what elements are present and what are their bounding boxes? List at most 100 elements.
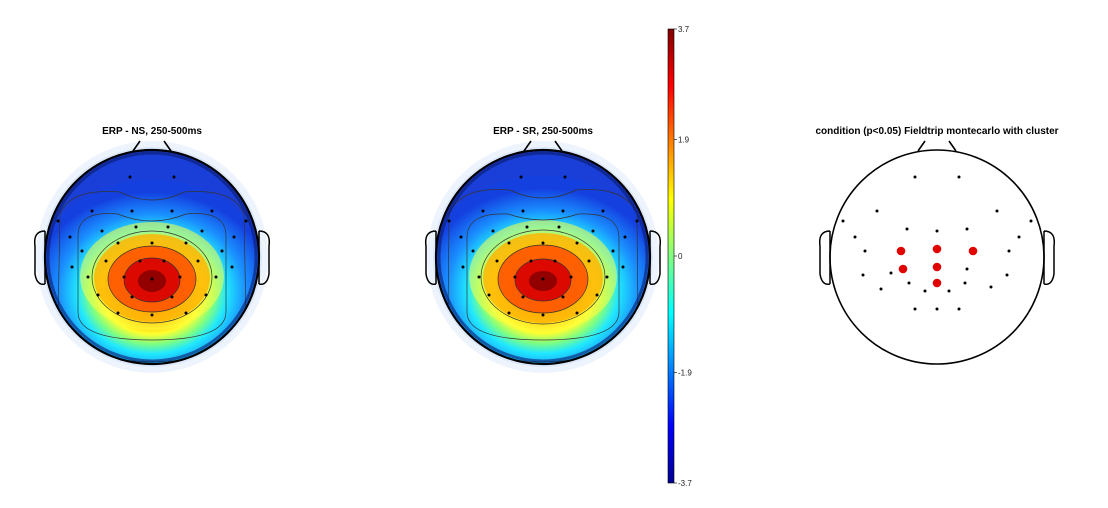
electrode-marker	[889, 271, 893, 275]
topoplot-cluster: condition (p<0.05) Fieldtrip montecarlo …	[815, 126, 1059, 365]
electrode-marker	[957, 175, 961, 179]
electrode-marker	[913, 175, 917, 179]
electrode-marker	[128, 175, 132, 179]
electrode-marker	[995, 209, 999, 213]
significant-electrode-marker	[932, 262, 942, 272]
right-ear	[649, 230, 662, 286]
electrode-marker	[611, 249, 615, 253]
electrode-marker	[166, 225, 170, 229]
electrode-marker	[965, 227, 969, 231]
significant-electrode-marker	[968, 246, 978, 256]
electrode-marker	[557, 225, 561, 229]
colorbar-tick-label: -1.9	[678, 369, 692, 378]
electrode-marker	[989, 285, 993, 289]
colorbar-tick-label: 3.7	[678, 25, 690, 34]
electrode-marker	[595, 293, 599, 297]
electrode-marker	[170, 209, 174, 213]
electrode-marker	[138, 259, 142, 263]
electrode-marker	[481, 209, 485, 213]
electrode-marker	[541, 241, 545, 245]
electrode-marker	[591, 229, 595, 233]
electrode-marker	[68, 235, 72, 239]
electrode-marker	[220, 249, 224, 253]
colorbar-tick-label: 1.9	[678, 135, 690, 144]
electrode-marker	[563, 175, 567, 179]
electrode-marker	[1029, 219, 1033, 223]
electrode-marker	[232, 235, 236, 239]
electrode-marker	[863, 249, 867, 253]
significant-electrode-marker	[898, 264, 908, 274]
electrode-marker	[1017, 235, 1021, 239]
electrode-marker	[491, 229, 495, 233]
electrode-marker	[861, 273, 865, 277]
right-ear	[258, 230, 271, 286]
nose	[132, 140, 172, 152]
electrode-marker	[214, 275, 218, 279]
electrode-marker	[204, 293, 208, 297]
electrode-marker	[525, 225, 529, 229]
electrode-marker	[495, 259, 499, 263]
left-ear	[818, 230, 831, 286]
electrode-marker	[935, 229, 939, 233]
significant-electrode-marker	[932, 278, 942, 288]
electrode-marker	[1007, 249, 1011, 253]
electrode-marker	[541, 277, 545, 281]
colorbar: 3.7 1.9 0 -1.9 -3.7	[667, 25, 692, 488]
electrode-marker	[957, 307, 961, 311]
electrode-marker	[86, 275, 90, 279]
electrode-marker	[519, 175, 523, 179]
electrode-marker	[605, 275, 609, 279]
electrodes-ns	[56, 175, 248, 317]
electrode-marker	[70, 265, 74, 269]
electrode-marker	[90, 209, 94, 213]
title-cluster: condition (p<0.05) Fieldtrip montecarlo …	[815, 126, 1058, 137]
electrode-marker	[461, 265, 465, 269]
electrode-marker	[80, 249, 84, 253]
electrode-marker	[477, 275, 481, 279]
head-outline	[829, 149, 1045, 365]
electrode-marker	[529, 259, 533, 263]
electrode-marker	[134, 225, 138, 229]
electrode-marker	[841, 219, 845, 223]
electrode-marker	[150, 277, 154, 281]
electrode-marker	[172, 175, 176, 179]
electrode-marker	[244, 219, 248, 223]
electrode-marker	[507, 311, 511, 315]
electrode-marker	[623, 235, 627, 239]
colorbar-tick-label: -3.7	[678, 479, 692, 488]
electrode-marker	[196, 259, 200, 263]
electrode-marker	[965, 267, 969, 271]
electrode-marker	[130, 295, 134, 299]
electrode-marker	[569, 275, 573, 279]
electrode-marker	[471, 249, 475, 253]
electrode-marker	[116, 311, 120, 315]
topoplot-ns: ERP - NS, 250-500ms	[33, 126, 271, 373]
electrode-marker	[905, 227, 909, 231]
electrode-marker	[521, 209, 525, 213]
title-sr: ERP - SR, 250-500ms	[493, 126, 593, 137]
topoplot-sr: ERP - SR, 250-500ms	[424, 126, 662, 373]
significant-electrode-marker	[896, 246, 906, 256]
significant-electrode-marker	[932, 244, 942, 254]
electrode-marker	[561, 209, 565, 213]
electrode-marker	[561, 295, 565, 299]
electrode-marker	[587, 259, 591, 263]
electrode-marker	[184, 311, 188, 315]
electrode-marker	[184, 241, 188, 245]
electrode-marker	[1005, 273, 1009, 277]
colorbar-tick-label: 0	[678, 252, 683, 261]
electrode-marker	[150, 313, 154, 317]
electrode-marker	[913, 307, 917, 311]
electrode-marker	[575, 241, 579, 245]
electrode-marker	[210, 209, 214, 213]
colorbar-gradient	[667, 28, 675, 484]
electrode-marker	[947, 289, 951, 293]
electrode-marker	[100, 229, 104, 233]
electrode-marker	[200, 229, 204, 233]
significant-electrodes	[896, 244, 978, 288]
electrode-marker	[601, 209, 605, 213]
electrode-marker	[170, 295, 174, 299]
electrode-marker	[178, 275, 182, 279]
nose	[917, 140, 957, 152]
